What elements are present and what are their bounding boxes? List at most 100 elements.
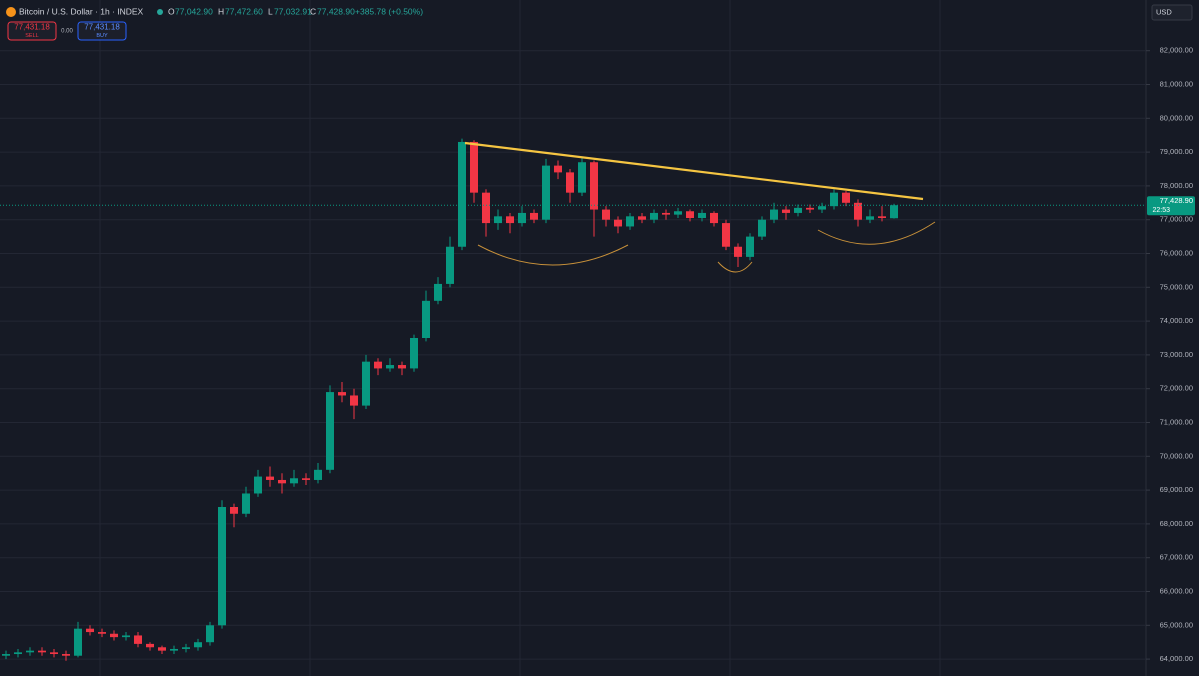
- arc-drawing: [717, 261, 753, 273]
- candle-body: [254, 476, 262, 494]
- sell-label[interactable]: SELL: [25, 33, 38, 39]
- candle-body: [482, 192, 490, 224]
- sell-box[interactable]: [7, 21, 57, 41]
- candle-body: [146, 643, 154, 648]
- candle-body: [698, 212, 706, 219]
- trend-line: [464, 141, 924, 201]
- candle-body: [98, 632, 106, 634]
- candle-body: [554, 165, 562, 173]
- buy-button[interactable]: 77,431.18 BUY: [77, 21, 127, 41]
- candle-body: [878, 216, 886, 219]
- ohlc-label: C: [310, 6, 316, 16]
- y-tick-label: 65,000.00: [1160, 620, 1193, 629]
- spread: 0.00: [61, 29, 73, 35]
- candle-body: [782, 209, 790, 213]
- buy-box[interactable]: [77, 21, 127, 41]
- ohlc-label: L: [268, 6, 273, 16]
- candle-body: [62, 654, 70, 656]
- grid: [0, 0, 1146, 676]
- sell-price[interactable]: 77,431.18: [14, 23, 50, 32]
- currency[interactable]: USD: [1156, 7, 1172, 16]
- candle-body: [542, 165, 550, 220]
- candle-body: [806, 207, 814, 210]
- candle-body: [446, 246, 454, 284]
- candle-body: [470, 141, 478, 193]
- candle-body: [734, 246, 742, 257]
- y-tick-label: 79,000.00: [1160, 147, 1193, 156]
- candle-body: [770, 209, 778, 220]
- symbol-icon: [6, 7, 16, 17]
- currency-box[interactable]: [1151, 4, 1193, 21]
- candle-body: [134, 635, 142, 644]
- candle-body: [458, 141, 466, 247]
- countdown: 22:53: [1152, 207, 1170, 214]
- candle-body: [26, 650, 34, 653]
- sell-button[interactable]: 77,431.18 SELL: [7, 21, 57, 41]
- price-axis: 64,000.00 65,000.00 66,000.00 67,000.00 68,0…: [1146, 46, 1195, 663]
- candle-body: [530, 212, 538, 220]
- y-tick-label: 73,000.00: [1160, 350, 1193, 359]
- market-status: [157, 9, 163, 15]
- candle-body: [170, 648, 178, 651]
- y-tick-label: 78,000.00: [1160, 181, 1193, 190]
- candle-body: [206, 625, 214, 643]
- candle-body: [854, 202, 862, 220]
- candle-body: [122, 635, 130, 638]
- candle-body: [518, 212, 526, 224]
- symbol-title: Bitcoin / U.S. Dollar · 1h · INDEX: [19, 6, 144, 16]
- candle-body: [722, 223, 730, 247]
- candle-body: [818, 206, 826, 210]
- buy-label[interactable]: BUY: [96, 33, 108, 39]
- y-tick-label: 69,000.00: [1160, 485, 1193, 494]
- candle-body: [302, 478, 310, 480]
- candle-body: [494, 216, 502, 224]
- candle-body: [350, 395, 358, 406]
- y-tick-label: 71,000.00: [1160, 417, 1193, 426]
- y-tick-label: 82,000.00: [1160, 46, 1193, 55]
- candle-body: [290, 478, 298, 484]
- y-tick-label: 64,000.00: [1160, 654, 1193, 663]
- candle-body: [50, 652, 58, 655]
- candle-body: [674, 211, 682, 215]
- candle-body: [194, 642, 202, 648]
- candle-body: [434, 283, 442, 301]
- candle-body: [266, 476, 274, 480]
- change: +385.78 (+0.50%): [355, 6, 423, 16]
- ohlc-label: H: [218, 6, 224, 16]
- candle-body: [626, 216, 634, 227]
- buy-price[interactable]: 77,431.18: [84, 23, 120, 32]
- candle-body: [218, 507, 226, 626]
- y-tick-label: 70,000.00: [1160, 451, 1193, 460]
- candle-body: [866, 216, 874, 220]
- candle-body: [410, 338, 418, 369]
- candle-body: [2, 654, 10, 656]
- candle-body: [614, 219, 622, 227]
- y-tick-label: 75,000.00: [1160, 282, 1193, 291]
- candle-body: [182, 647, 190, 649]
- candle-body: [758, 219, 766, 237]
- candle-body: [650, 212, 658, 220]
- candle-body: [890, 205, 898, 219]
- candle-body: [38, 650, 46, 653]
- last-price-box: [1147, 196, 1195, 216]
- candle-body: [362, 361, 370, 406]
- candle-body: [398, 365, 406, 369]
- candle-body: [602, 209, 610, 220]
- y-tick-label: 66,000.00: [1160, 586, 1193, 595]
- candle-body: [374, 361, 382, 369]
- candle-body: [338, 392, 346, 396]
- y-tick-label: 67,000.00: [1160, 553, 1193, 562]
- y-tick-label: 68,000.00: [1160, 519, 1193, 528]
- candle-body: [842, 192, 850, 203]
- candle-body: [746, 236, 754, 257]
- currency-select[interactable]: USD: [1151, 4, 1193, 21]
- ohlc-value: 77,032.91: [274, 6, 312, 16]
- candle-body: [422, 300, 430, 338]
- candle-body: [230, 507, 238, 514]
- candle-body: [110, 633, 118, 638]
- candle-body: [710, 212, 718, 224]
- candle-body: [326, 392, 334, 470]
